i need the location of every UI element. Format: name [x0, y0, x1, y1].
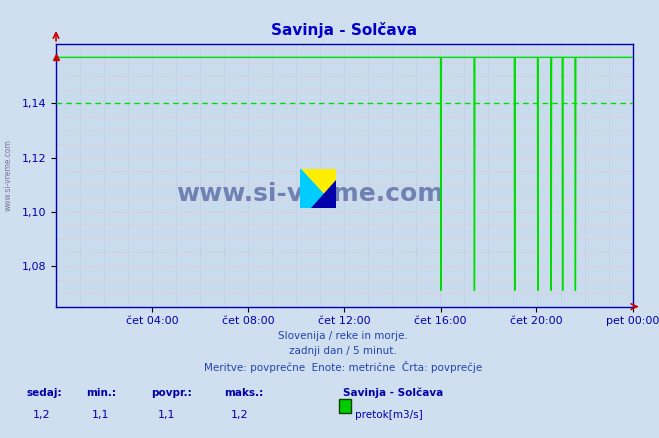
Text: Slovenija / reke in morje.: Slovenija / reke in morje.: [277, 331, 408, 341]
Text: maks.:: maks.:: [224, 388, 264, 398]
Text: pretok[m3/s]: pretok[m3/s]: [355, 410, 422, 420]
Text: Meritve: povprečne  Enote: metrične  Črta: povprečje: Meritve: povprečne Enote: metrične Črta:…: [204, 361, 482, 373]
Text: sedaj:: sedaj:: [26, 388, 62, 398]
Polygon shape: [300, 169, 336, 208]
Title: Savinja - Solčava: Savinja - Solčava: [272, 22, 417, 39]
Text: 1,1: 1,1: [158, 410, 176, 420]
Polygon shape: [300, 169, 336, 208]
Text: www.si-vreme.com: www.si-vreme.com: [176, 182, 444, 205]
Text: 1,2: 1,2: [33, 410, 51, 420]
Text: povpr.:: povpr.:: [152, 388, 192, 398]
Text: min.:: min.:: [86, 388, 116, 398]
Text: zadnji dan / 5 minut.: zadnji dan / 5 minut.: [289, 346, 397, 356]
Text: 1,2: 1,2: [231, 410, 248, 420]
Text: www.si-vreme.com: www.si-vreme.com: [3, 139, 13, 211]
Text: Savinja - Solčava: Savinja - Solčava: [343, 388, 443, 398]
Polygon shape: [311, 180, 336, 208]
Text: 1,1: 1,1: [92, 410, 110, 420]
